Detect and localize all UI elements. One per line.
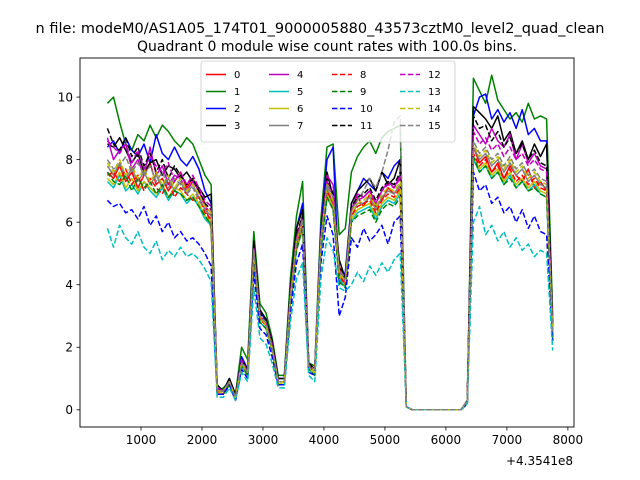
series-layer	[106, 74, 554, 411]
legend-label-3: 3	[234, 121, 240, 132]
legend-label-2: 2	[234, 104, 240, 115]
y-tick-label-4: 4	[65, 278, 73, 292]
series-line-8	[107, 152, 554, 411]
x-tick-label-4000: 4000	[309, 433, 340, 447]
legend-label-10: 10	[360, 104, 373, 115]
series-line-10	[106, 171, 554, 411]
legend-label-12: 12	[428, 70, 441, 81]
legend-label-14: 14	[428, 104, 441, 115]
y-tick-label-10: 10	[58, 90, 73, 104]
legend-label-6: 6	[297, 104, 303, 115]
series-line-6	[106, 155, 554, 411]
series-line-4	[106, 124, 554, 411]
figure-suptitle: n file: modeM0/AS1A05_174T01_9000005880_…	[36, 21, 605, 37]
legend-label-0: 0	[234, 70, 240, 81]
x-tick-label-5000: 5000	[370, 433, 401, 447]
x-tick-label-8000: 8000	[553, 433, 584, 447]
legend-label-4: 4	[297, 70, 303, 81]
y-axis: 0 2 4 6 8 10	[58, 90, 80, 417]
y-tick-label-0: 0	[65, 403, 73, 417]
chart-title: Quadrant 0 module wise count rates with …	[137, 39, 517, 55]
plot-frame	[79, 57, 575, 428]
x-tick-label-3000: 3000	[248, 433, 279, 447]
legend-label-13: 13	[428, 87, 441, 98]
legend-box	[200, 60, 456, 143]
legend-label-5: 5	[297, 87, 303, 98]
legend-label-9: 9	[360, 87, 366, 98]
y-tick-label-2: 2	[65, 341, 73, 355]
legend-label-7: 7	[297, 121, 303, 132]
x-tick-label-7000: 7000	[492, 433, 523, 447]
legend-label-15: 15	[428, 121, 441, 132]
series-line-15	[106, 115, 554, 411]
x-tick-label-2000: 2000	[187, 433, 218, 447]
series-line-9	[106, 155, 554, 411]
series-line-13	[106, 205, 554, 411]
legend-label-1: 1	[234, 87, 240, 98]
series-line-1	[106, 74, 554, 411]
series-line-11	[106, 115, 554, 411]
y-tick-label-6: 6	[65, 215, 73, 229]
legend-label-8: 8	[360, 70, 366, 81]
x-tick-label-1000: 1000	[126, 433, 157, 447]
x-tick-label-6000: 6000	[431, 433, 462, 447]
series-line-2	[106, 93, 554, 411]
y-tick-label-8: 8	[65, 153, 73, 167]
legend-label-11: 11	[360, 121, 373, 132]
x-axis: 1000 2000 3000 4000 5000 6000 7000 8000	[126, 427, 583, 447]
x-offset-label: +4.3541e8	[506, 454, 573, 468]
series-line-14	[106, 143, 554, 411]
